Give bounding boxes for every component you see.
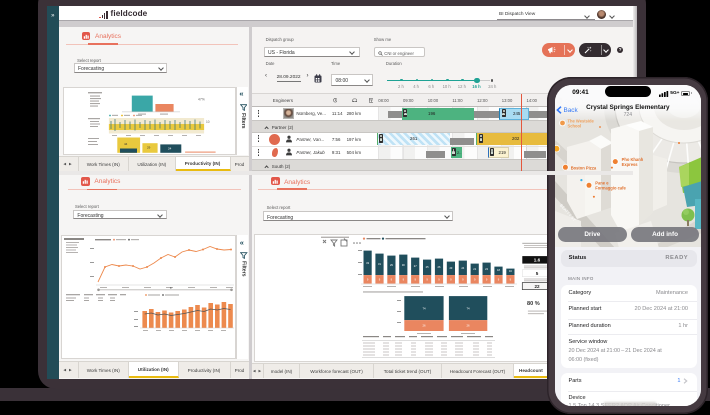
svg-text:47%: 47%	[198, 97, 205, 101]
svg-text:26: 26	[437, 265, 440, 269]
svg-text:The Westside: The Westside	[567, 118, 594, 123]
svg-text:22: 22	[534, 284, 540, 289]
svg-text:74: 74	[466, 307, 470, 311]
svg-text:5: 5	[535, 271, 538, 276]
svg-text:30: 30	[401, 263, 404, 267]
svg-text:Pane e: Pane e	[595, 180, 609, 185]
svg-text:16: 16	[508, 269, 511, 273]
svg-text:9: 9	[390, 278, 392, 282]
svg-text:26: 26	[422, 324, 426, 328]
svg-text:9: 9	[485, 278, 487, 282]
svg-text:9: 9	[450, 278, 452, 282]
svg-text:School: School	[567, 123, 581, 128]
svg-text:9: 9	[497, 278, 499, 282]
svg-text:Formaggio cafe: Formaggio cafe	[595, 185, 626, 190]
svg-text:9: 9	[378, 278, 380, 282]
svg-text:22: 22	[485, 267, 488, 271]
svg-text:31: 31	[378, 262, 381, 266]
svg-text:80 %: 80 %	[527, 302, 540, 308]
svg-text:9: 9	[366, 278, 368, 282]
svg-text:9: 9	[438, 278, 440, 282]
svg-text:23: 23	[449, 266, 452, 270]
svg-text:10: 10	[206, 120, 210, 124]
svg-text:9: 9	[414, 278, 416, 282]
svg-text:26: 26	[466, 324, 470, 328]
svg-text:18: 18	[497, 268, 500, 272]
svg-text:9: 9	[426, 278, 428, 282]
svg-text:24: 24	[168, 146, 172, 150]
svg-text:33: 33	[366, 261, 369, 265]
svg-text:29: 29	[147, 145, 151, 149]
svg-text:24: 24	[461, 266, 464, 270]
svg-text:9: 9	[402, 278, 404, 282]
svg-text:Pho Khanh: Pho Khanh	[621, 157, 643, 162]
svg-text:21: 21	[473, 267, 476, 271]
svg-text:74: 74	[422, 307, 426, 311]
svg-text:29: 29	[389, 263, 392, 267]
svg-text:Boston Pizza: Boston Pizza	[570, 165, 596, 170]
svg-text:9: 9	[473, 278, 475, 282]
svg-text:9: 9	[462, 278, 464, 282]
svg-text:44: 44	[124, 142, 128, 146]
svg-text:27: 27	[413, 264, 416, 268]
svg-text:9: 9	[509, 278, 511, 282]
svg-text:Express: Express	[621, 162, 638, 167]
svg-text:1.6: 1.6	[533, 258, 540, 263]
svg-text:25: 25	[425, 265, 428, 269]
